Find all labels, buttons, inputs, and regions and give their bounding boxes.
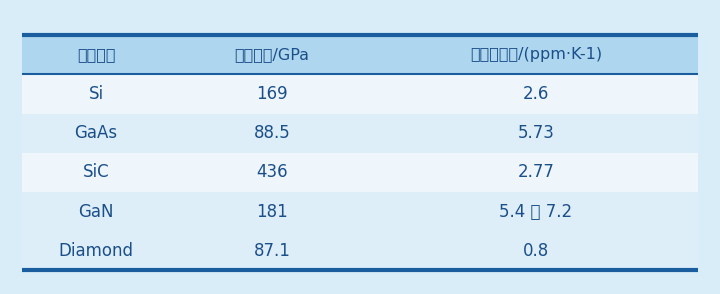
Bar xyxy=(22,192,698,231)
Text: 181: 181 xyxy=(256,203,288,221)
Text: Diamond: Diamond xyxy=(58,242,133,260)
Text: 436: 436 xyxy=(256,163,288,181)
Text: 87.1: 87.1 xyxy=(253,242,290,260)
Bar xyxy=(22,114,698,153)
Text: 芯片材料: 芯片材料 xyxy=(77,47,115,62)
Text: 5.4 ～ 7.2: 5.4 ～ 7.2 xyxy=(500,203,572,221)
Text: 88.5: 88.5 xyxy=(253,124,290,142)
Text: GaN: GaN xyxy=(78,203,114,221)
Text: 169: 169 xyxy=(256,85,288,103)
Text: 热膨胀系数/(ppm·K-1): 热膨胀系数/(ppm·K-1) xyxy=(470,47,602,62)
Bar xyxy=(22,74,698,114)
Text: 5.73: 5.73 xyxy=(518,124,554,142)
Text: 2.77: 2.77 xyxy=(518,163,554,181)
Text: Si: Si xyxy=(89,85,104,103)
Text: GaAs: GaAs xyxy=(74,124,117,142)
Text: 2.6: 2.6 xyxy=(523,85,549,103)
Bar xyxy=(22,153,698,192)
Bar xyxy=(22,35,698,74)
Text: SiC: SiC xyxy=(83,163,109,181)
Bar xyxy=(22,231,698,270)
Text: 0.8: 0.8 xyxy=(523,242,549,260)
Text: 杨氏模量/GPa: 杨氏模量/GPa xyxy=(235,47,310,62)
